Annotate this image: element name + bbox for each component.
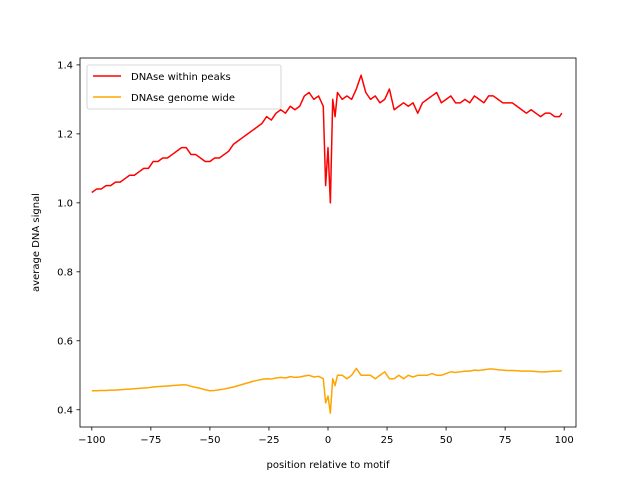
y-axis: 0.4 0.6 0.8 1.0 1.2 1.4 <box>57 60 80 416</box>
x-tick-label: −25 <box>258 435 279 446</box>
x-tick-label: 100 <box>555 435 574 446</box>
x-tick-label: 75 <box>499 435 512 446</box>
legend: DNAse within peaks DNAse genome wide <box>86 64 282 110</box>
y-tick-label: 0.4 <box>57 405 73 416</box>
y-axis-label: average DNA signal <box>31 193 42 292</box>
y-tick-label: 0.8 <box>57 267 73 278</box>
y-tick-label: 1.2 <box>57 129 73 140</box>
x-tick-label: −50 <box>199 435 220 446</box>
legend-label-genome: DNAse genome wide <box>131 93 235 104</box>
x-tick-label: 50 <box>440 435 453 446</box>
series-line-1 <box>91 367 562 414</box>
x-tick-label: −100 <box>78 435 105 446</box>
x-axis-label: position relative to motif <box>267 460 390 471</box>
series-line-0 <box>91 74 563 204</box>
x-tick-label: 0 <box>325 435 331 446</box>
y-tick-label: 1.0 <box>57 198 73 209</box>
legend-label-peaks: DNAse within peaks <box>131 72 231 83</box>
y-tick-label: 1.4 <box>57 60 73 71</box>
series-layer <box>91 74 563 414</box>
legend-box <box>86 64 282 110</box>
x-tick-label: 25 <box>381 435 394 446</box>
x-tick-label: −75 <box>140 435 161 446</box>
x-axis: −100 −75 −50 −25 0 25 50 75 100 <box>78 427 574 446</box>
y-tick-label: 0.6 <box>57 336 73 347</box>
